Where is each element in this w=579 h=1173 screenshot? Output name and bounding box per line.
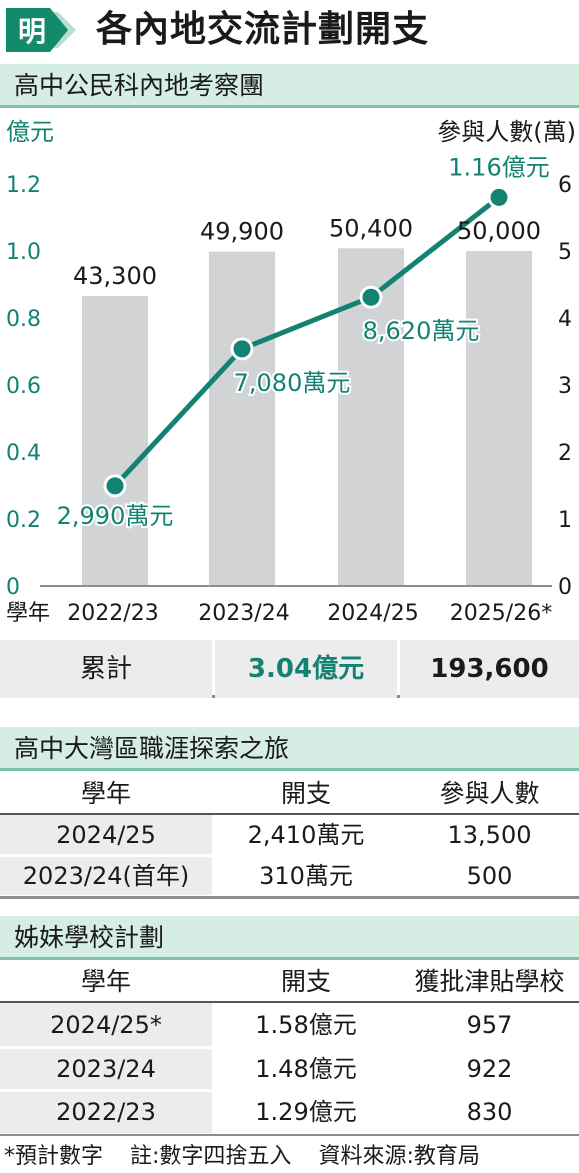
cell-expense: 310萬元 bbox=[259, 862, 353, 890]
table-row: 2024/25* 1.58億元 957 bbox=[0, 1005, 579, 1046]
participant-bar bbox=[466, 251, 532, 586]
exploration-table: 學年 開支 參與人數 2024/25 2,410萬元 13,500 2023/2… bbox=[0, 774, 579, 904]
column-header: 開支 bbox=[280, 967, 331, 996]
x-tick-label: 2022/23 bbox=[67, 601, 158, 626]
x-tick-label: 2024/25 bbox=[327, 601, 418, 626]
left-axis-tick: 0.4 bbox=[6, 441, 41, 466]
cell-year: 2024/25* bbox=[50, 1011, 162, 1039]
cell-expense: 1.48億元 bbox=[255, 1055, 357, 1083]
right-axis-tick: 2 bbox=[558, 441, 572, 466]
cell-year: 2024/25 bbox=[56, 821, 156, 849]
left-axis-tick: 1.0 bbox=[6, 240, 41, 265]
header: 明 各內地交流計劃開支 bbox=[0, 0, 579, 62]
right-axis-tick: 5 bbox=[558, 240, 572, 265]
expense-line bbox=[113, 195, 501, 488]
section2-bar: 高中大灣區職涯探索之旅 bbox=[0, 727, 579, 771]
main-title: 各內地交流計劃開支 bbox=[96, 9, 430, 50]
left-axis-tick: 0.2 bbox=[6, 508, 41, 533]
section1-bar: 高中公民科內地考察團 bbox=[0, 64, 579, 108]
left-axis-tick: 0.8 bbox=[6, 307, 41, 332]
column-header: 獲批津貼學校 bbox=[414, 967, 565, 996]
left-axis-title: 億元 bbox=[6, 118, 54, 146]
expense-point-label: 8,620萬元 bbox=[363, 317, 480, 345]
chart: 43,300 49,900 50,400 50,000 億元 0 0.2 0.4 0.6 0.8 1… bbox=[6, 118, 576, 626]
total-amount: 3.04億元 bbox=[215, 640, 397, 698]
participant-bar bbox=[209, 251, 275, 587]
logo-text: 明 bbox=[18, 15, 46, 48]
right-axis-title: 參與人數(萬) bbox=[437, 118, 576, 146]
total-participants: 193,600 bbox=[400, 640, 579, 698]
expense-point-label: 1.16億元 bbox=[448, 153, 549, 181]
cell-participants: 13,500 bbox=[447, 821, 532, 849]
expense-point-label: 2,990萬元 bbox=[57, 502, 174, 530]
expense-point-label: 7,080萬元 bbox=[234, 369, 351, 397]
bar-value-label: 50,400 bbox=[329, 214, 413, 242]
footnote-estimate: *預計數字 bbox=[4, 1144, 104, 1169]
expense-point bbox=[487, 185, 511, 209]
bar-value-label: 43,300 bbox=[73, 262, 157, 290]
cell-schools: 922 bbox=[466, 1055, 513, 1083]
table-row: 2024/25 2,410萬元 13,500 bbox=[0, 816, 579, 854]
right-axis-tick: 6 bbox=[558, 173, 572, 198]
expense-point bbox=[230, 337, 254, 361]
sister-school-table: 學年 開支 獲批津貼學校 2024/25* 1.58億元 957 2023/24… bbox=[0, 962, 579, 1138]
column-header: 學年 bbox=[80, 967, 131, 996]
total-row: 累計 3.04億元 193,600 bbox=[0, 640, 579, 698]
cell-expense: 2,410萬元 bbox=[247, 821, 365, 849]
table-row: 2023/24(首年) 310萬元 500 bbox=[0, 857, 579, 895]
cell-year: 2023/24(首年) bbox=[22, 862, 190, 890]
footnote-rounding: 註:數字四捨五入 bbox=[130, 1144, 292, 1169]
section1-title: 高中公民科內地考察團 bbox=[14, 71, 265, 100]
cell-schools: 830 bbox=[466, 1098, 513, 1126]
x-tick-label: 2023/24 bbox=[198, 601, 289, 626]
cell-schools: 957 bbox=[466, 1011, 513, 1039]
expense-point bbox=[359, 285, 383, 309]
table-row: 2023/24 1.48億元 922 bbox=[0, 1049, 579, 1089]
expense-point bbox=[103, 474, 127, 498]
cell-expense: 1.58億元 bbox=[255, 1011, 357, 1039]
x-tick-label: 2025/26* bbox=[450, 601, 552, 626]
left-axis-tick: 0.6 bbox=[6, 374, 41, 399]
right-axis-tick: 1 bbox=[558, 508, 572, 533]
table-header-row: 學年 開支 獲批津貼學校 bbox=[0, 962, 579, 1002]
bar-value-label: 50,000 bbox=[457, 217, 541, 245]
ming-pao-logo: 明 bbox=[6, 8, 76, 52]
participant-bar bbox=[82, 295, 148, 586]
bar-value-label: 49,900 bbox=[200, 218, 284, 246]
right-axis-tick: 4 bbox=[558, 307, 572, 332]
table-header-row: 學年 開支 參與人數 bbox=[0, 774, 579, 814]
right-axis-tick: 0 bbox=[558, 575, 572, 600]
table-row: 2022/23 1.29億元 830 bbox=[0, 1092, 579, 1133]
cell-expense: 1.29億元 bbox=[255, 1098, 357, 1126]
column-header: 開支 bbox=[280, 779, 331, 808]
left-axis-tick: 1.2 bbox=[6, 173, 41, 198]
cell-year: 2022/23 bbox=[56, 1098, 156, 1126]
column-header: 參與人數 bbox=[439, 779, 540, 808]
section3-title: 姊妹學校計劃 bbox=[14, 923, 165, 952]
x-axis-title: 學年 bbox=[6, 601, 50, 626]
cell-participants: 500 bbox=[466, 862, 513, 890]
cell-year: 2023/24 bbox=[56, 1055, 156, 1083]
right-axis-tick: 3 bbox=[558, 374, 572, 399]
left-axis-tick: 0 bbox=[6, 575, 20, 600]
column-header: 學年 bbox=[80, 779, 131, 808]
section2-title: 高中大灣區職涯探索之旅 bbox=[14, 734, 290, 763]
footnote-source: 資料來源:教育局 bbox=[318, 1144, 480, 1169]
total-label: 累計 bbox=[0, 640, 212, 698]
footer-notes: *預計數字 註:數字四捨五入 資料來源:教育局 bbox=[4, 1142, 500, 1172]
section3-bar: 姊妹學校計劃 bbox=[0, 916, 579, 960]
